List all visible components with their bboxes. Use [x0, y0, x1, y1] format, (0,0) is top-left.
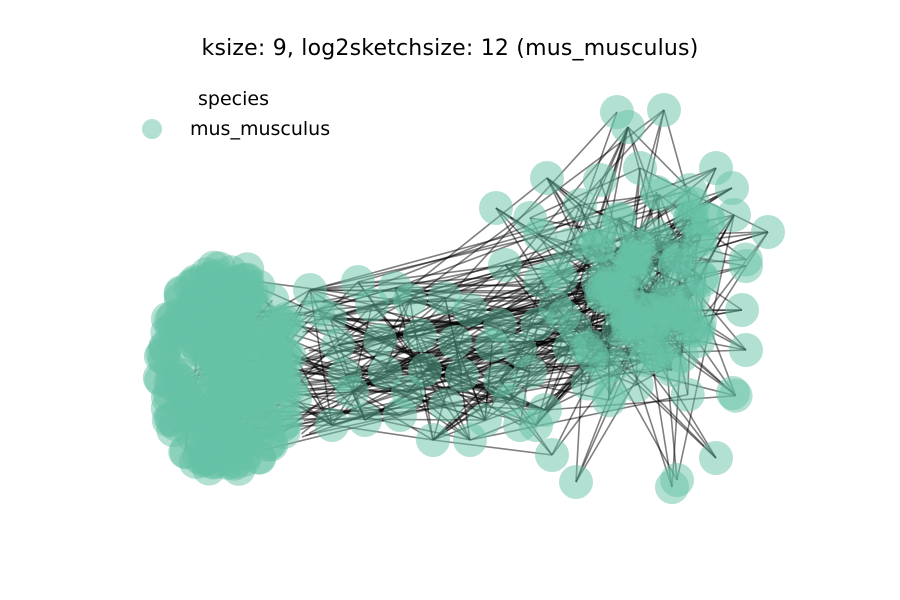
network-node [154, 303, 189, 338]
network-node [559, 465, 593, 499]
network-node [628, 343, 663, 377]
network-node [715, 171, 749, 205]
network-node [519, 408, 553, 442]
network-node [535, 438, 569, 472]
legend-marker-icon [142, 119, 162, 139]
network-node [655, 353, 689, 387]
network-node [570, 366, 605, 401]
network-node [321, 328, 355, 362]
network-node [453, 293, 487, 327]
network-node [167, 375, 202, 410]
network-node [647, 93, 681, 127]
node-layer [142, 93, 785, 504]
network-node [218, 444, 253, 479]
network-node [678, 313, 713, 348]
network-node [572, 230, 607, 265]
network-node [270, 301, 305, 336]
network-node [266, 394, 301, 429]
network-node [393, 283, 427, 317]
network-node [234, 369, 269, 404]
network-node [468, 403, 502, 437]
network-node [614, 255, 649, 290]
network-node [575, 338, 610, 373]
network-node [673, 173, 707, 207]
network-node [530, 161, 564, 195]
network-node [513, 355, 547, 389]
network-node [488, 248, 522, 282]
network-node [348, 403, 382, 437]
network-node [391, 375, 425, 409]
network-node [189, 440, 224, 475]
network-node [729, 333, 763, 367]
network-node [189, 257, 224, 292]
network-node [523, 218, 557, 252]
network-node [153, 401, 188, 436]
network-node [416, 423, 450, 457]
network-node [751, 215, 785, 249]
network-node [699, 441, 733, 475]
network-node [163, 277, 198, 312]
network-node [244, 321, 279, 356]
network-node [363, 323, 397, 357]
network-node [475, 328, 509, 362]
network-node [315, 408, 349, 442]
network-node [583, 163, 617, 197]
network-node [230, 262, 265, 297]
network-node [619, 298, 654, 333]
network-node [563, 188, 597, 222]
network-node [586, 280, 621, 314]
network-node [445, 358, 479, 392]
network-node [185, 400, 220, 435]
network-node [655, 470, 689, 504]
network-edge [432, 439, 553, 456]
network-node [479, 191, 513, 225]
network-node [637, 218, 672, 253]
network-node [717, 198, 751, 232]
figure-title: ksize: 9, log2sketchsize: 12 (mus_muscul… [201, 36, 699, 61]
network-node [201, 343, 236, 378]
network-node [642, 177, 677, 212]
network-node [673, 270, 708, 305]
network-node [223, 416, 257, 451]
legend-title: species [198, 88, 269, 110]
network-node [438, 325, 472, 359]
network-node [716, 376, 750, 410]
legend-label: mus_musculus [190, 118, 331, 140]
network-node [493, 383, 527, 417]
network-node [670, 377, 705, 412]
network-node [683, 223, 717, 257]
network-node [623, 151, 657, 185]
network-node [729, 249, 763, 283]
network-node [355, 288, 389, 322]
network-node [301, 293, 335, 327]
legend-entry: mus_musculus [140, 118, 400, 142]
network-node [602, 201, 637, 236]
network-node [335, 375, 369, 409]
network-edge [331, 424, 434, 441]
network-node [429, 388, 463, 422]
network-node [214, 294, 248, 328]
network-node [611, 110, 645, 144]
network-node [725, 293, 759, 327]
network-node [368, 355, 402, 389]
network-node [523, 263, 558, 298]
network-node [403, 318, 437, 352]
network-node [250, 427, 285, 462]
